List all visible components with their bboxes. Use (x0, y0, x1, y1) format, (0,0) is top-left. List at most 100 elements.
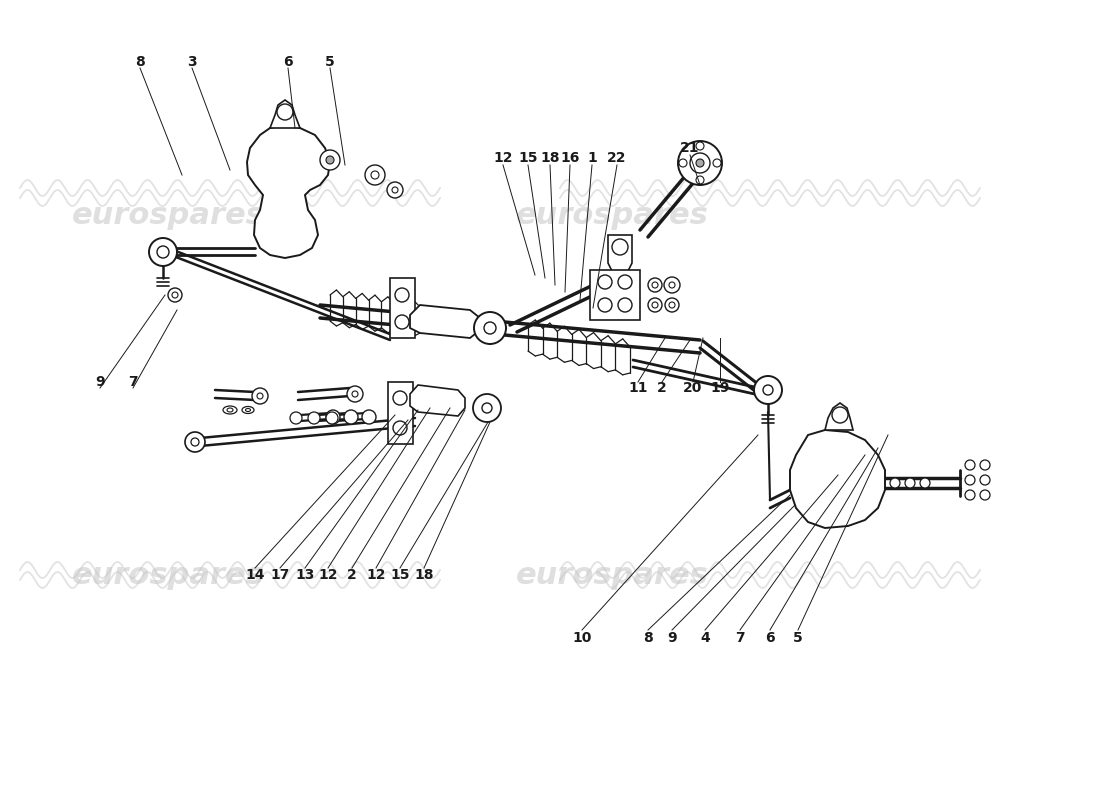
Text: 6: 6 (283, 55, 293, 69)
Circle shape (320, 150, 340, 170)
Circle shape (393, 421, 407, 435)
Circle shape (362, 410, 376, 424)
Text: 14: 14 (245, 568, 265, 582)
Circle shape (965, 460, 975, 470)
Circle shape (387, 182, 403, 198)
Polygon shape (825, 403, 852, 430)
Circle shape (648, 278, 662, 292)
Text: 5: 5 (793, 631, 803, 645)
Circle shape (678, 141, 722, 185)
Circle shape (980, 460, 990, 470)
Text: 2: 2 (657, 381, 667, 395)
Circle shape (326, 156, 334, 164)
Circle shape (965, 475, 975, 485)
Ellipse shape (227, 408, 233, 412)
Circle shape (905, 478, 915, 488)
Text: 18: 18 (540, 151, 560, 165)
Text: 15: 15 (390, 568, 409, 582)
Text: 20: 20 (683, 381, 703, 395)
Circle shape (346, 386, 363, 402)
Circle shape (371, 171, 380, 179)
Polygon shape (410, 305, 480, 338)
Text: eurospares: eurospares (72, 561, 264, 590)
Circle shape (648, 298, 662, 312)
Text: 15: 15 (518, 151, 538, 165)
Ellipse shape (223, 406, 236, 414)
Text: 21: 21 (680, 141, 700, 155)
Circle shape (713, 159, 721, 167)
Circle shape (168, 288, 182, 302)
Circle shape (679, 159, 688, 167)
Circle shape (172, 292, 178, 298)
Text: 12: 12 (366, 568, 386, 582)
Circle shape (326, 410, 340, 424)
Circle shape (395, 288, 409, 302)
Circle shape (980, 490, 990, 500)
Circle shape (669, 282, 675, 288)
Circle shape (191, 438, 199, 446)
Bar (590, 270, 640, 320)
Circle shape (157, 246, 169, 258)
Circle shape (832, 407, 848, 423)
Circle shape (277, 104, 293, 120)
Circle shape (393, 391, 407, 405)
Circle shape (690, 153, 710, 173)
Text: 12: 12 (318, 568, 338, 582)
Circle shape (482, 403, 492, 413)
Circle shape (395, 315, 409, 329)
Text: 6: 6 (766, 631, 774, 645)
Circle shape (598, 298, 612, 312)
Text: 12: 12 (493, 151, 513, 165)
Circle shape (652, 302, 658, 308)
Text: 18: 18 (415, 568, 433, 582)
Circle shape (365, 165, 385, 185)
Circle shape (290, 412, 303, 424)
Text: 16: 16 (560, 151, 580, 165)
Circle shape (392, 187, 398, 193)
Text: 7: 7 (129, 375, 138, 389)
Polygon shape (270, 100, 300, 128)
Text: 11: 11 (628, 381, 648, 395)
Text: 19: 19 (711, 381, 729, 395)
Circle shape (920, 478, 929, 488)
Text: 9: 9 (96, 375, 104, 389)
Text: 5: 5 (326, 55, 334, 69)
Circle shape (257, 393, 263, 399)
Circle shape (598, 275, 612, 289)
Circle shape (980, 475, 990, 485)
Circle shape (890, 478, 900, 488)
Text: 17: 17 (271, 568, 289, 582)
Circle shape (352, 391, 358, 397)
Circle shape (652, 282, 658, 288)
Text: 4: 4 (700, 631, 710, 645)
Circle shape (696, 142, 704, 150)
Circle shape (763, 385, 773, 395)
Circle shape (666, 298, 679, 312)
Circle shape (326, 412, 338, 424)
Text: 22: 22 (607, 151, 627, 165)
Circle shape (618, 298, 632, 312)
Bar (388, 382, 412, 444)
Text: 8: 8 (644, 631, 653, 645)
Ellipse shape (245, 409, 251, 411)
Circle shape (696, 176, 704, 184)
Circle shape (754, 376, 782, 404)
Circle shape (669, 302, 675, 308)
Polygon shape (790, 430, 886, 528)
Circle shape (965, 490, 975, 500)
Text: 9: 9 (668, 631, 676, 645)
Bar (390, 278, 415, 338)
Text: 10: 10 (572, 631, 592, 645)
Text: 7: 7 (735, 631, 745, 645)
Polygon shape (608, 235, 632, 275)
Circle shape (252, 388, 268, 404)
Text: 3: 3 (187, 55, 197, 69)
Circle shape (148, 238, 177, 266)
Text: 13: 13 (295, 568, 315, 582)
Text: 8: 8 (135, 55, 145, 69)
Text: eurospares: eurospares (516, 561, 708, 590)
Polygon shape (248, 125, 330, 258)
Circle shape (308, 412, 320, 424)
Circle shape (473, 394, 500, 422)
Ellipse shape (242, 406, 254, 414)
